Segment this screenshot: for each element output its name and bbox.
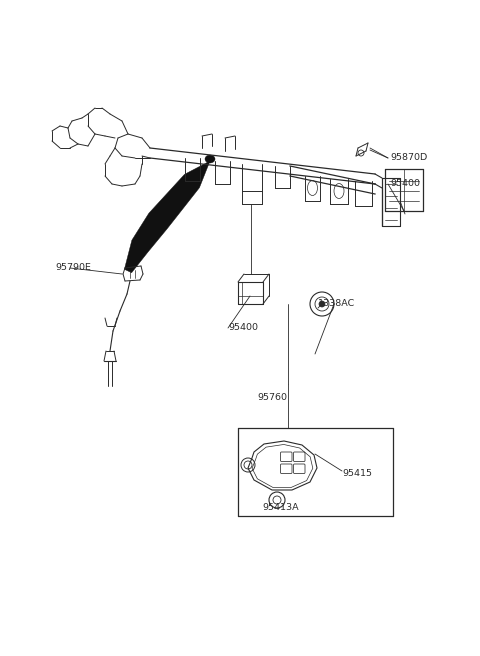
Text: 1338AC: 1338AC: [318, 300, 355, 308]
Ellipse shape: [205, 155, 215, 163]
Text: 95413A: 95413A: [262, 504, 299, 512]
Text: 95790E: 95790E: [55, 264, 91, 272]
Circle shape: [319, 301, 325, 307]
Text: 95415: 95415: [342, 470, 372, 478]
Text: 95400: 95400: [390, 180, 420, 188]
Text: 95870D: 95870D: [390, 154, 427, 163]
Text: 95760: 95760: [257, 394, 287, 403]
Polygon shape: [124, 161, 210, 273]
Text: 95400: 95400: [228, 323, 258, 333]
